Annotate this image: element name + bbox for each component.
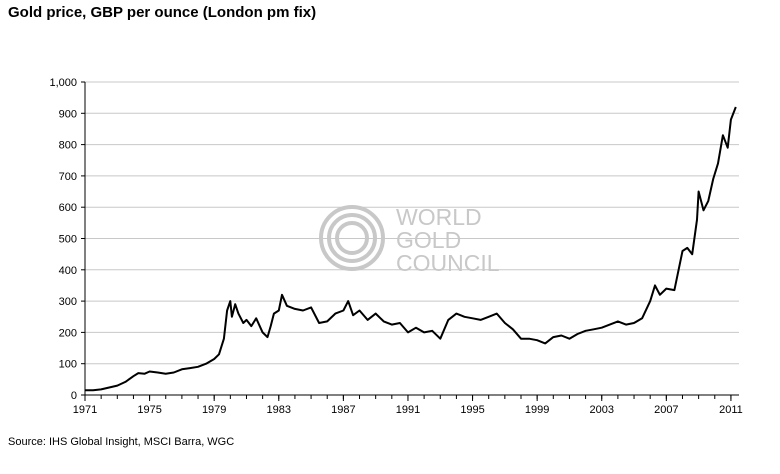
watermark-ring-outer bbox=[319, 205, 385, 271]
series-lines bbox=[85, 106, 737, 392]
grid-lines bbox=[85, 81, 739, 365]
y-tick-label-10: 1,000 bbox=[49, 77, 77, 89]
y-tick-label-1: 100 bbox=[59, 359, 77, 371]
watermark-line-1: WORLD bbox=[396, 204, 482, 230]
y-tick-labels: 0 100 200 300 400 500 600 700 800 900 1,000 bbox=[49, 77, 77, 402]
y-tick-label-2: 200 bbox=[59, 327, 77, 339]
y-tick-label-6: 600 bbox=[59, 202, 77, 214]
x-tick-label-3: 1983 bbox=[267, 404, 291, 416]
x-tick-label-0: 1971 bbox=[73, 404, 97, 416]
x-tick-label-7: 1999 bbox=[525, 404, 549, 416]
axes bbox=[81, 81, 739, 401]
series-line-0 bbox=[85, 106, 737, 392]
x-tick-label-4: 1987 bbox=[331, 404, 355, 416]
world-gold-council-watermark: WORLD GOLD COUNCIL bbox=[319, 204, 500, 276]
y-tick-label-4: 400 bbox=[59, 265, 77, 277]
watermark-line-3: COUNCIL bbox=[396, 250, 500, 276]
x-tick-label-2: 1979 bbox=[202, 404, 226, 416]
watermark-line-2: GOLD bbox=[396, 227, 461, 253]
x-tick-label-9: 2007 bbox=[654, 404, 678, 416]
y-tick-label-3: 300 bbox=[59, 296, 77, 308]
x-tick-labels: 1971 1975 1979 1983 1987 1991 1995 1999 2003 2007… bbox=[73, 404, 743, 416]
x-tick-label-10: 2011 bbox=[719, 404, 743, 416]
y-tick-label-8: 800 bbox=[59, 140, 77, 152]
x-tick-label-5: 1991 bbox=[396, 404, 420, 416]
x-tick-label-1: 1975 bbox=[137, 404, 161, 416]
source-note: Source: IHS Global Insight, MSCI Barra, … bbox=[8, 436, 235, 448]
y-tick-label-7: 700 bbox=[59, 171, 77, 183]
chart-title: Gold price, GBP per ounce (London pm fix… bbox=[8, 4, 317, 21]
watermark-ring-middle bbox=[327, 213, 377, 263]
watermark-ring-inner bbox=[335, 221, 369, 255]
x-tick-label-8: 2003 bbox=[589, 404, 613, 416]
y-tick-label-9: 900 bbox=[59, 108, 77, 120]
y-tick-label-0: 0 bbox=[71, 390, 77, 402]
y-tick-label-5: 500 bbox=[59, 234, 77, 246]
x-tick-label-6: 1995 bbox=[460, 404, 484, 416]
